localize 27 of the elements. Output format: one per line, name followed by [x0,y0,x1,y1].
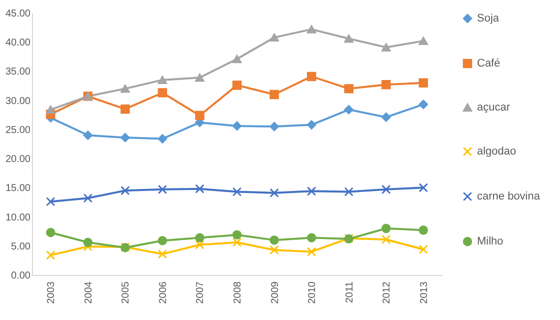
x-tick-label: 2009 [270,281,281,304]
legend-label: carne bovina [477,190,541,202]
legend-label: açucar [477,102,510,114]
y-tick-label: 25.00 [5,124,31,136]
y-tick-label: 15.00 [5,183,31,194]
x-tick-label: 2011 [344,281,356,304]
y-tick-label: 35.00 [5,66,31,78]
x-tick-label: 2004 [83,281,94,304]
legend-label: Soja [477,12,500,24]
legend-label: algodao [477,146,516,158]
x-tick-label: 2008 [232,281,244,304]
y-tick-label: 30.00 [5,96,31,107]
y-tick-label: 0.00 [11,270,31,282]
x-tick-label: 2005 [120,281,132,304]
x-tick-label: 2006 [158,281,169,304]
y-tick-label: 40.00 [5,38,31,49]
x-tick-label: 2013 [418,281,430,304]
x-tick-label: 2012 [382,281,393,304]
y-tick-label: 20.00 [5,154,31,166]
y-tick-label: 45.00 [5,8,31,20]
x-tick-label: 2007 [195,281,206,304]
legend-label: Café [477,58,500,70]
y-tick-label: 10.00 [5,212,31,224]
x-tick-label: 2010 [307,281,318,304]
y-tick-label: 5.00 [11,241,31,252]
x-tick-label: 2003 [46,281,58,304]
legend-label: Milho [477,236,504,248]
